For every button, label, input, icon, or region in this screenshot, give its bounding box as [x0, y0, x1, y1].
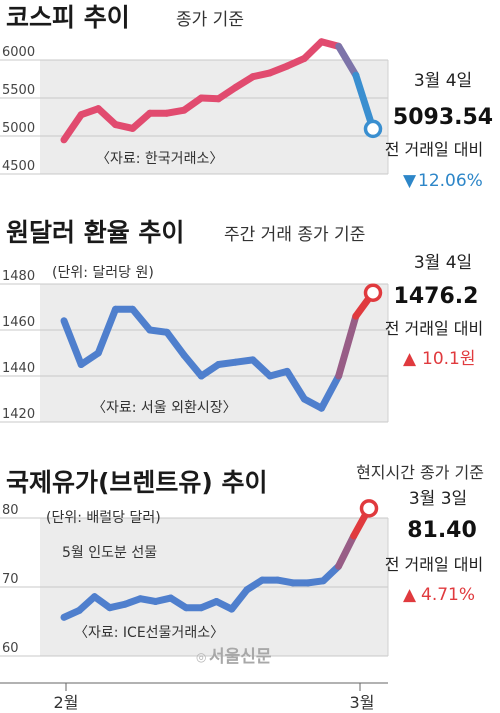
- kospi-y-tick: 6000: [2, 45, 35, 60]
- oil-end-marker: [359, 499, 379, 518]
- oil-contract-note: 5월 인도분 선물: [62, 545, 157, 561]
- fx-title: 원달러 환율 추이: [6, 218, 184, 247]
- series-segment: [335, 312, 360, 380]
- oil-y-tick: 60: [2, 641, 19, 656]
- oil-change-arrow: ▲: [403, 585, 417, 605]
- series-segment: [228, 586, 251, 613]
- oil-source: 〈자료: ICE선물거래소〉: [74, 625, 224, 641]
- oil-title: 국제유가(브렌트유) 추이: [6, 468, 268, 497]
- series-segment: [335, 42, 360, 79]
- fx-end-value: 1476.2: [394, 284, 479, 309]
- oil-end-value: 81.40: [407, 518, 477, 543]
- oil-y-tick: 80: [2, 503, 19, 518]
- kospi-subtitle: 종가 기준: [176, 10, 244, 30]
- oil-series-line: [60, 504, 373, 621]
- series-segment: [319, 562, 342, 585]
- fx-source: 〈자료: 서울 외환시장〉: [92, 400, 237, 416]
- kospi-end-marker: [363, 119, 383, 139]
- kospi-title: 코스피 추이: [6, 3, 130, 32]
- oil-panel: 국제유가(브렌트유) 추이 현지시간 종가 기준 80 70 60 (단위: 배…: [0, 463, 484, 657]
- x-tick-label-feb: 2월: [54, 693, 79, 712]
- oil-end-date: 3월 3일: [409, 489, 467, 509]
- oil-header-note: 현지시간 종가 기준: [356, 463, 484, 482]
- fx-end-date: 3월 4일: [414, 253, 472, 273]
- fx-subtitle: 주간 거래 종가 기준: [224, 225, 365, 245]
- fx-y-tick: 1420: [2, 407, 35, 422]
- oil-compare-label: 전 거래일 대비: [385, 555, 484, 574]
- kospi-end-value: 5093.54: [393, 105, 493, 130]
- kospi-end-date: 3월 4일: [414, 71, 472, 91]
- kospi-source: 〈자료: 한국거래소〉: [96, 151, 223, 167]
- series-segment: [129, 305, 154, 334]
- series-segment: [180, 94, 205, 114]
- fx-y-tick: 1460: [2, 315, 35, 330]
- x-axis: 2월 3월: [0, 682, 388, 712]
- series-segment: [300, 38, 325, 62]
- kospi-y-tick: 4500: [2, 159, 35, 174]
- kospi-y-tick: 5000: [2, 121, 35, 136]
- series-segment: [283, 367, 308, 403]
- kospi-y-tick: 5500: [2, 83, 35, 98]
- fx-compare-label: 전 거래일 대비: [385, 319, 484, 338]
- fx-panel: 원달러 환율 추이 주간 거래 종가 기준 1480 1460 1440 142…: [0, 218, 484, 423]
- x-tick-label-mar: 3월: [350, 693, 375, 712]
- kospi-change-arrow: ▼: [403, 171, 417, 191]
- kospi-series-line: [60, 38, 377, 144]
- watermark: ◎ 서울신문: [196, 647, 272, 667]
- series-segment: [180, 351, 205, 380]
- oil-change-value: 4.71%: [421, 585, 475, 605]
- fx-y-tick: 1440: [2, 361, 35, 376]
- series-segment: [163, 328, 188, 359]
- series-segment: [60, 111, 85, 144]
- kospi-plot-area: [40, 60, 388, 174]
- fx-end-marker: [363, 283, 383, 302]
- series-segment: [60, 317, 85, 368]
- series-segment: [249, 356, 274, 380]
- oil-unit-note: (단위: 배럴당 달러): [46, 510, 161, 526]
- fx-series-line: [60, 289, 377, 412]
- fx-change-arrow: ▲: [403, 349, 417, 369]
- oil-y-tick: 70: [2, 572, 19, 587]
- series-segment: [335, 532, 358, 570]
- fx-unit-note: (단위: 달러당 원): [52, 265, 154, 281]
- series-segment: [94, 305, 119, 357]
- series-segment: [318, 372, 343, 412]
- fx-y-tick: 1480: [2, 269, 35, 284]
- kospi-panel: 코스피 추이 종가 기준 6000 5500 5000 4500 〈자료: 한국…: [0, 3, 493, 191]
- kospi-compare-label: 전 거래일 대비: [385, 140, 484, 159]
- kospi-change-value: 12.06%: [418, 171, 483, 191]
- series-segment: [94, 105, 119, 129]
- oil-gridlines: [0, 517, 389, 657]
- series-segment: [352, 71, 377, 133]
- newspaper-logo-icon: ◎: [196, 650, 206, 664]
- series-segment: [129, 109, 154, 132]
- fx-change-value: 10.1원: [422, 349, 476, 369]
- watermark-text: 서울신문: [209, 647, 272, 667]
